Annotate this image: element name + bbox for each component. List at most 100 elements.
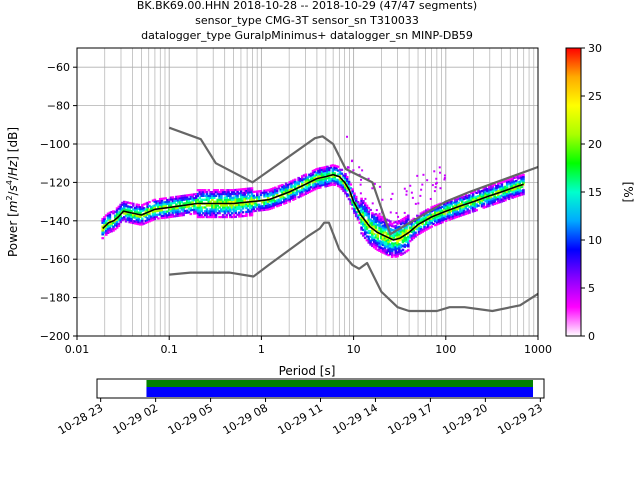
heatmap-cell — [411, 196, 414, 199]
heatmap-cell — [239, 195, 243, 199]
heatmap-cell — [160, 215, 164, 218]
heatmap-cell — [371, 233, 374, 236]
heatmap-cell — [158, 201, 162, 205]
heatmap-cell — [202, 215, 205, 219]
heatmap-cell — [216, 192, 220, 196]
heatmap-cell — [115, 213, 119, 216]
heatmap-cell — [184, 206, 187, 209]
heatmap-cell — [309, 189, 313, 193]
heatmap-cell — [317, 171, 320, 174]
heatmap-cell — [317, 182, 320, 186]
heatmap-cell — [342, 187, 345, 191]
heatmap-cell — [351, 190, 354, 193]
heatmap-cell — [180, 212, 184, 215]
heatmap-cell — [119, 215, 122, 218]
heatmap-cell — [103, 216, 106, 219]
heatmap-cell — [460, 210, 464, 213]
heatmap-cell — [498, 197, 502, 200]
heatmap-cell — [180, 214, 184, 217]
heatmap-cell — [275, 205, 279, 208]
heatmap-cell — [248, 210, 252, 213]
heatmap-cell — [434, 216, 437, 219]
heatmap-cell — [403, 243, 407, 246]
heatmap-cell — [286, 185, 290, 188]
heatmap-cell — [256, 192, 259, 195]
heatmap-cell — [498, 181, 502, 185]
heatmap-cell — [336, 165, 340, 168]
heatmap-cell — [327, 180, 331, 183]
heatmap-cell — [478, 192, 482, 195]
heatmap-cell — [207, 200, 211, 203]
heatmap-cell — [245, 195, 248, 198]
heatmap-cell — [185, 196, 189, 199]
heatmap-cell — [135, 209, 139, 212]
heatmap-cell — [345, 189, 349, 192]
heatmap-cell — [279, 199, 282, 203]
heatmap-cell — [112, 227, 115, 230]
heatmap-cell — [216, 200, 220, 203]
heatmap-cell — [273, 190, 277, 193]
heatmap-cell — [333, 166, 336, 169]
heatmap-cell — [396, 220, 399, 223]
heatmap-cell — [185, 211, 189, 214]
heatmap-cell — [182, 202, 185, 205]
heatmap-cell — [275, 187, 279, 191]
heatmap-cell — [398, 243, 401, 246]
heatmap-cell — [363, 211, 367, 215]
heatmap-cell — [133, 222, 137, 225]
heatmap-cell — [180, 195, 184, 198]
heatmap-cell — [372, 217, 376, 220]
heatmap-cell — [365, 239, 369, 242]
heatmap-cell — [396, 245, 399, 248]
heatmap-cell — [496, 195, 500, 199]
heatmap-cell — [419, 231, 423, 234]
heatmap-cell — [311, 169, 315, 173]
heatmap-cell — [511, 194, 514, 197]
heatmap-cell — [225, 215, 229, 219]
heatmap-cell — [489, 184, 493, 188]
chart-title-line-1: BK.BK69.00.HHN 2018-10-28 -- 2018-10-29 … — [137, 0, 477, 12]
time-tick-label: 10-29 17 — [386, 401, 435, 437]
heatmap-cell — [101, 219, 105, 222]
heatmap-cell — [169, 196, 173, 199]
heatmap-cell — [151, 205, 155, 208]
heatmap-cell — [101, 233, 105, 236]
heatmap-cell — [471, 210, 475, 213]
heatmap-cell — [158, 205, 162, 208]
heatmap-cell — [338, 174, 342, 177]
time-tick-label: 10-29 14 — [331, 401, 380, 437]
heatmap-cell — [151, 218, 155, 221]
heatmap-cell — [365, 214, 369, 217]
heatmap-cell — [220, 194, 223, 198]
heatmap-cell — [394, 249, 398, 253]
heatmap-cell — [412, 235, 416, 238]
chart-title-line-2: sensor_type CMG-3T sensor_sn T310033 — [195, 14, 419, 27]
heatmap-cell — [367, 177, 370, 180]
heatmap-cell — [495, 196, 498, 199]
heatmap-cell — [507, 190, 511, 193]
heatmap-cell — [378, 240, 381, 243]
heatmap-cell — [369, 224, 372, 227]
heatmap-cell — [104, 220, 108, 223]
heatmap-cell — [369, 241, 372, 244]
heatmap-cell — [502, 192, 505, 195]
heatmap-cell — [151, 212, 155, 216]
heatmap-cell — [448, 214, 451, 217]
heatmap-cell — [223, 200, 227, 203]
heatmap-cell — [371, 216, 374, 219]
heatmap-cell — [450, 217, 453, 220]
heatmap-cell — [385, 226, 389, 229]
heatmap-cell — [407, 237, 410, 240]
heatmap-cell — [205, 196, 209, 199]
heatmap-cell — [230, 192, 234, 196]
heatmap-cell — [475, 195, 478, 198]
heatmap-cell — [338, 182, 342, 185]
heatmap-cell — [482, 198, 486, 202]
heatmap-cell — [306, 186, 309, 189]
heatmap-cell — [212, 215, 216, 219]
heatmap-cell — [324, 169, 327, 173]
heatmap-cell — [205, 214, 209, 217]
heatmap-cell — [203, 189, 207, 192]
heatmap-cell — [425, 215, 428, 218]
heatmap-cell — [227, 210, 230, 213]
